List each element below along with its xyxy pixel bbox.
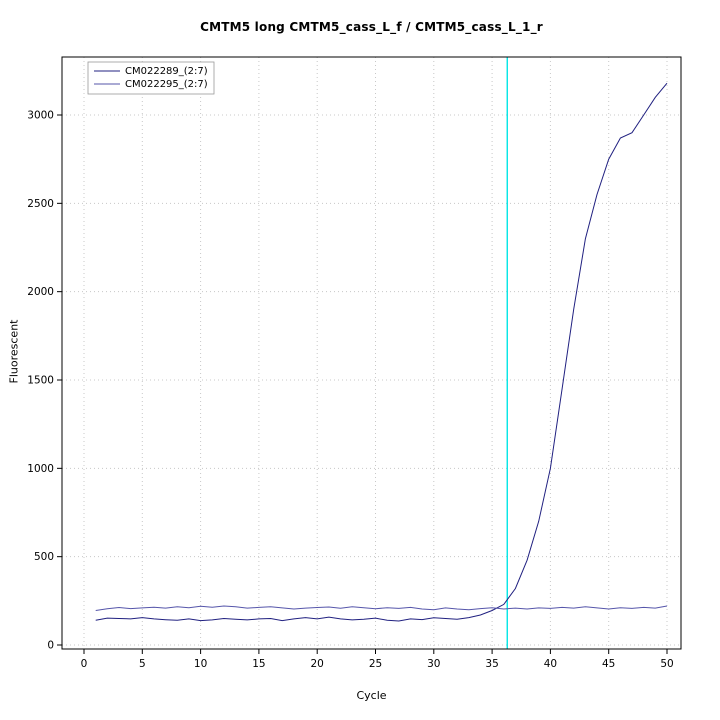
x-tick-label: 35 (485, 658, 498, 670)
x-tick-label: 25 (369, 658, 382, 670)
y-tick-label: 1500 (27, 375, 54, 387)
x-tick-label: 5 (139, 658, 146, 670)
legend-label: CM022289_(2:7) (125, 66, 208, 77)
y-tick-label: 500 (34, 551, 54, 563)
chart-title: CMTM5 long CMTM5_cass_L_f / CMTM5_cass_L… (200, 20, 543, 34)
y-tick-label: 2500 (27, 198, 54, 210)
plot-border (61, 56, 682, 650)
y-tick-label: 3000 (27, 110, 54, 122)
x-tick-label: 10 (194, 658, 207, 670)
legend-label: CM022295_(2:7) (125, 79, 208, 90)
series-line-CM022289_(2:7) (95, 82, 668, 622)
x-tick-label: 20 (311, 658, 324, 670)
y-tick-label: 0 (47, 640, 54, 652)
x-tick-label: 45 (602, 658, 615, 670)
x-tick-label: 30 (427, 658, 440, 670)
x-tick-label: 15 (252, 658, 265, 670)
legend-box (87, 61, 215, 95)
series-line-CM022295_(2:7) (95, 605, 668, 611)
x-tick-label: 0 (81, 658, 88, 670)
x-tick-label: 50 (660, 658, 673, 670)
x-axis-label: Cycle (356, 689, 387, 702)
y-tick-label: 1000 (27, 463, 54, 475)
x-tick-label: 40 (544, 658, 557, 670)
y-tick-label: 2000 (27, 286, 54, 298)
